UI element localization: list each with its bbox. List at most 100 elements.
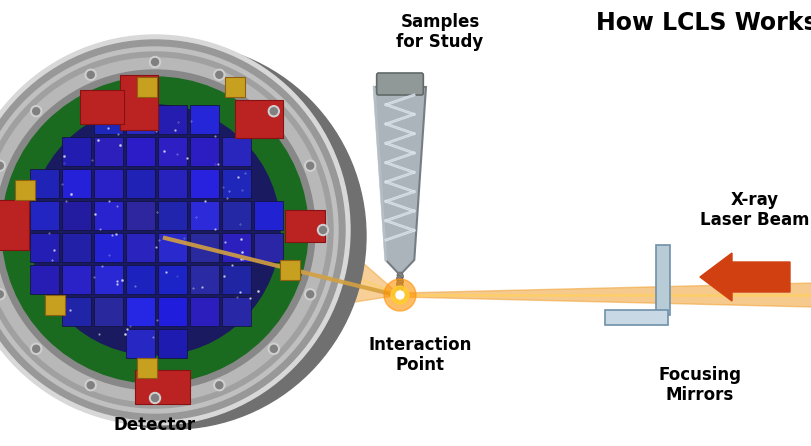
Circle shape xyxy=(397,274,403,280)
Bar xyxy=(30,233,59,262)
Circle shape xyxy=(0,162,3,169)
Bar xyxy=(158,201,187,230)
Circle shape xyxy=(397,279,403,285)
Bar xyxy=(190,137,219,166)
Bar xyxy=(62,233,91,262)
Circle shape xyxy=(213,69,225,80)
Bar xyxy=(137,358,157,378)
Circle shape xyxy=(216,71,222,78)
Bar xyxy=(126,105,155,134)
Text: Interaction
Point: Interaction Point xyxy=(368,335,471,374)
Circle shape xyxy=(304,160,315,171)
Circle shape xyxy=(397,277,402,283)
Bar xyxy=(221,201,251,230)
Bar xyxy=(94,265,122,294)
Bar xyxy=(126,329,155,358)
Text: Focusing
Mirrors: Focusing Mirrors xyxy=(658,366,740,405)
Circle shape xyxy=(87,71,94,78)
Bar xyxy=(135,370,190,404)
Circle shape xyxy=(0,43,366,429)
Circle shape xyxy=(0,47,337,413)
Circle shape xyxy=(391,286,409,304)
Bar xyxy=(62,137,91,166)
Bar xyxy=(126,201,155,230)
Bar xyxy=(158,105,187,134)
Circle shape xyxy=(216,382,222,389)
Circle shape xyxy=(396,287,402,293)
Bar xyxy=(126,169,155,198)
Bar xyxy=(221,233,251,262)
Text: Detector: Detector xyxy=(114,416,195,434)
Circle shape xyxy=(307,291,313,298)
Bar xyxy=(0,200,29,250)
Bar xyxy=(30,201,59,230)
Circle shape xyxy=(149,57,161,67)
Circle shape xyxy=(0,40,345,420)
Text: X-ray
Laser Beam: X-ray Laser Beam xyxy=(699,190,809,229)
Bar xyxy=(254,201,283,230)
Bar xyxy=(94,233,122,262)
Bar xyxy=(126,265,155,294)
Bar xyxy=(158,329,187,358)
Bar xyxy=(190,297,219,326)
Bar xyxy=(137,77,157,97)
Circle shape xyxy=(307,162,313,169)
Bar xyxy=(126,137,155,166)
Bar xyxy=(15,180,35,200)
Circle shape xyxy=(0,291,3,298)
Circle shape xyxy=(152,58,158,66)
Circle shape xyxy=(397,272,402,278)
Polygon shape xyxy=(374,87,426,275)
Bar xyxy=(30,169,59,198)
Circle shape xyxy=(268,106,279,117)
Circle shape xyxy=(319,227,326,234)
Bar xyxy=(126,297,155,326)
Bar xyxy=(221,265,251,294)
Circle shape xyxy=(304,289,315,300)
Circle shape xyxy=(31,106,41,117)
Circle shape xyxy=(213,380,225,391)
Circle shape xyxy=(32,345,40,352)
Circle shape xyxy=(270,107,277,115)
Circle shape xyxy=(149,392,161,404)
Bar xyxy=(221,169,251,198)
Bar xyxy=(225,77,245,97)
Circle shape xyxy=(384,279,415,311)
Circle shape xyxy=(0,160,6,171)
Bar xyxy=(285,210,324,242)
Bar xyxy=(94,105,122,134)
Circle shape xyxy=(396,275,402,281)
Bar xyxy=(280,260,299,280)
Circle shape xyxy=(397,284,403,289)
Bar xyxy=(234,100,283,138)
Bar xyxy=(62,169,91,198)
Bar xyxy=(221,297,251,326)
Circle shape xyxy=(397,282,402,288)
Circle shape xyxy=(0,52,333,408)
Bar xyxy=(254,233,283,262)
Text: Samples
for Study: Samples for Study xyxy=(396,12,483,51)
Bar xyxy=(190,233,219,262)
Polygon shape xyxy=(604,310,667,325)
Bar xyxy=(94,169,122,198)
Bar xyxy=(190,201,219,230)
Bar xyxy=(30,265,59,294)
Circle shape xyxy=(396,291,404,299)
Circle shape xyxy=(85,69,96,80)
Bar xyxy=(94,297,122,326)
Polygon shape xyxy=(655,245,669,315)
Bar xyxy=(45,295,65,315)
Bar xyxy=(190,169,219,198)
FancyBboxPatch shape xyxy=(376,73,423,95)
Circle shape xyxy=(397,285,402,291)
Bar xyxy=(158,265,187,294)
Text: How LCLS Works: How LCLS Works xyxy=(595,11,811,35)
Circle shape xyxy=(152,395,158,401)
Circle shape xyxy=(0,35,350,425)
Circle shape xyxy=(0,58,327,402)
Bar xyxy=(62,265,91,294)
Circle shape xyxy=(30,105,280,355)
Circle shape xyxy=(268,343,279,354)
Circle shape xyxy=(397,281,402,286)
Bar xyxy=(62,297,91,326)
